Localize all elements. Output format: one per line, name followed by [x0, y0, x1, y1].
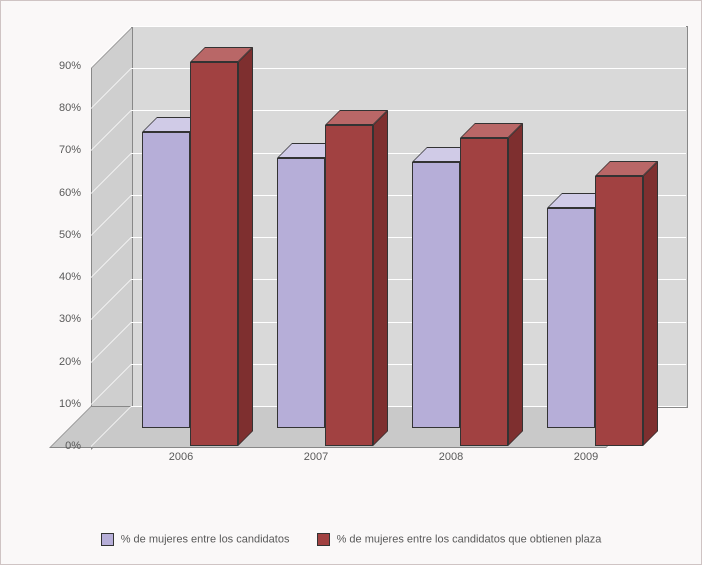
legend-item-series-2: % de mujeres entre los candidatos que ob…: [317, 533, 602, 546]
chart-legend: % de mujeres entre los candidatos % de m…: [1, 533, 701, 546]
legend-swatch-2: [317, 533, 330, 546]
y-tick-label: 0%: [41, 440, 81, 452]
y-tick-label: 70%: [41, 144, 81, 156]
y-tick-label: 60%: [41, 187, 81, 199]
y-tick-label: 10%: [41, 398, 81, 410]
bar-2006-series-2: [190, 62, 238, 446]
legend-label-2: % de mujeres entre los candidatos que ob…: [337, 534, 602, 546]
x-tick-label: 2008: [411, 451, 491, 463]
y-tick-label: 20%: [41, 356, 81, 368]
bar-2008-series-2: [460, 138, 508, 446]
x-tick-label: 2009: [546, 451, 626, 463]
y-tick-label: 80%: [41, 102, 81, 114]
legend-item-series-1: % de mujeres entre los candidatos: [101, 533, 290, 546]
bar-2007-series-2: [325, 125, 373, 446]
bar-2008-series-1: [412, 162, 460, 428]
bar-2009-series-1: [547, 208, 595, 428]
legend-label-1: % de mujeres entre los candidatos: [121, 534, 290, 546]
y-tick-label: 90%: [41, 60, 81, 72]
legend-swatch-1: [101, 533, 114, 546]
y-tick-label: 50%: [41, 229, 81, 241]
bar-chart-3d: 0%10%20%30%40%50%60%70%80%90% 2006200720…: [36, 26, 666, 456]
chart-sidewall: [91, 26, 133, 450]
y-tick-label: 30%: [41, 313, 81, 325]
x-tick-label: 2006: [141, 451, 221, 463]
bar-2007-series-1: [277, 158, 325, 428]
bar-2006-series-1: [142, 132, 190, 428]
bar-2009-series-2: [595, 176, 643, 446]
x-tick-label: 2007: [276, 451, 356, 463]
y-tick-label: 40%: [41, 271, 81, 283]
